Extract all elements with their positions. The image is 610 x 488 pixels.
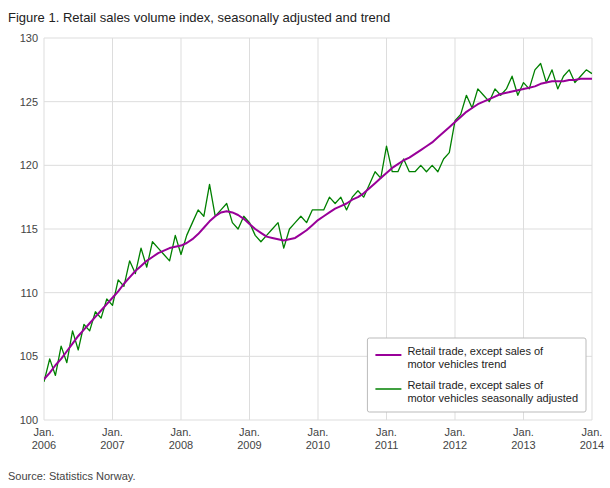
- text-line: Jan.: [445, 426, 466, 438]
- text-line: Jan.: [34, 426, 55, 438]
- x-tick-label: Jan.2008: [169, 426, 193, 451]
- text-line: motor vehicles seasonally adjusted: [407, 392, 578, 404]
- title: Figure 1. Retail sales volume index, sea…: [8, 10, 390, 25]
- text-line: Jan.: [376, 426, 397, 438]
- text-line: 2011: [375, 439, 399, 451]
- y-tick-label: 100: [20, 414, 38, 426]
- x-grid-line: [181, 38, 182, 420]
- y-tick-label: 125: [20, 96, 38, 108]
- text-line: motor vehicles trend: [407, 358, 506, 370]
- legend: Retail trade, except sales ofmotor vehic…: [367, 338, 586, 412]
- legend-box: [367, 338, 586, 412]
- series-line: [44, 63, 592, 381]
- text-line: Retail trade, except sales of: [407, 345, 544, 357]
- page: {"chart_data": { "type": "line", "title"…: [0, 0, 610, 488]
- y-tick-label: 115: [20, 223, 38, 235]
- text-line: Jan.: [513, 426, 534, 438]
- x-tick-label: Jan.2007: [100, 426, 124, 451]
- y-tick-label: 110: [20, 287, 38, 299]
- x-grid-line: [249, 38, 250, 420]
- text-line: 2007: [100, 439, 124, 451]
- text-line: Jan.: [308, 426, 329, 438]
- x-grid-line: [44, 38, 45, 420]
- text-line: 2008: [169, 439, 193, 451]
- x-tick-label: Jan.2011: [375, 426, 399, 451]
- y-tick-label: 120: [20, 159, 38, 171]
- source-note: Source: Statistics Norway.: [8, 470, 136, 482]
- text-line: 2014: [580, 439, 604, 451]
- x-tick-label: Jan.2010: [306, 426, 330, 451]
- text-line: Retail trade, except sales of: [407, 379, 544, 391]
- x-grid-line: [592, 38, 593, 420]
- legend-swatch: [375, 354, 401, 356]
- x-tick-label: Jan.2006: [32, 426, 56, 451]
- legend-label: Retail trade, except sales ofmotor vehic…: [407, 379, 578, 404]
- text-line: 2013: [511, 439, 535, 451]
- series-line: [44, 79, 592, 380]
- x-tick-label: Jan.2012: [443, 426, 467, 451]
- text-line: 2009: [237, 439, 261, 451]
- text-line: Jan.: [171, 426, 192, 438]
- x-grid-line: [112, 38, 113, 420]
- x-tick-label: Jan.2014: [580, 426, 604, 451]
- legend-swatch: [375, 388, 401, 390]
- y-tick-label: 130: [20, 32, 38, 44]
- text-line: 2010: [306, 439, 330, 451]
- text-line: Jan.: [102, 426, 123, 438]
- text-line: Jan.: [239, 426, 260, 438]
- x-tick-label: Jan.2009: [237, 426, 261, 451]
- x-grid-line: [318, 38, 319, 420]
- x-tick-label: Jan.2013: [511, 426, 535, 451]
- y-tick-label: 105: [20, 350, 38, 362]
- chart: Figure 1. Retail sales volume index, sea…: [0, 0, 610, 488]
- plot-area: [44, 63, 592, 381]
- text-line: 2006: [32, 439, 56, 451]
- grid: [44, 38, 592, 420]
- legend-label: Retail trade, except sales ofmotor vehic…: [407, 345, 544, 370]
- text-line: Jan.: [582, 426, 603, 438]
- text-line: 2012: [443, 439, 467, 451]
